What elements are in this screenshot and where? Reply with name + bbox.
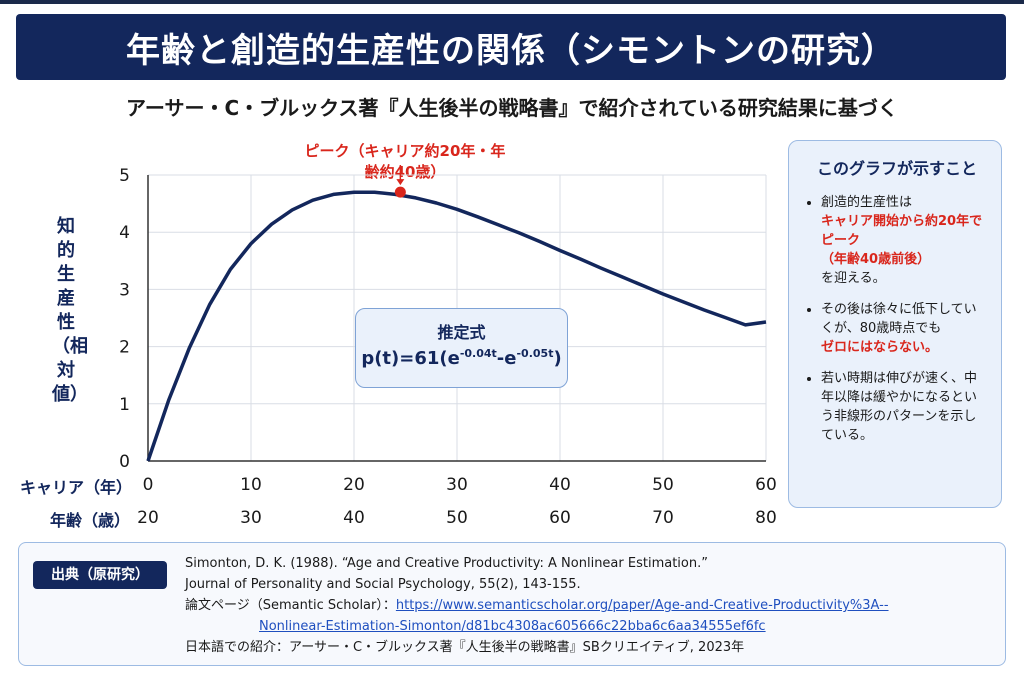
- peak-point: [394, 186, 406, 198]
- x-tick-label-career: 30: [446, 475, 468, 495]
- x-tick-label-age: 40: [343, 508, 365, 528]
- x-tick-label-age: 30: [240, 508, 262, 528]
- formula-box: 推定式 p(t)=61(e-0.04t-e-0.05t): [355, 308, 568, 388]
- y-tick-label: 3: [119, 280, 130, 300]
- source-citation-1: Simonton, D. K. (1988). “Age and Creativ…: [185, 556, 708, 571]
- insight-3-text: 若い時期は伸びが速く、中年以降は緩やかになるという非線形のパターンを示している。: [821, 371, 978, 443]
- source-text: Simonton, D. K. (1988). “Age and Creativ…: [185, 553, 995, 658]
- insight-1-red2: （年齢40歳前後）: [821, 252, 931, 267]
- title-banner: 年齢と創造的生産性の関係（シモントンの研究）: [16, 14, 1006, 80]
- x-tick-label-career: 20: [343, 475, 365, 495]
- x-tick-label-career: 50: [652, 475, 674, 495]
- x-axis-label-age: 年齢（歳）: [50, 511, 131, 530]
- peak-arrow-head: [396, 179, 405, 186]
- source-panel: 出典（原研究） Simonton, D. K. (1988). “Age and…: [18, 542, 1006, 666]
- source-url-row-2: Nonlinear-Estimation-Simonton/d81bc4308a…: [185, 616, 995, 637]
- formula-mid: -e: [496, 348, 517, 369]
- insight-panel: このグラフが示すこと 創造的生産性は キャリア開始から約20年でピーク （年齢4…: [788, 140, 1002, 508]
- insight-2-pre: その後は徐々に低下していくが、80歳時点でも: [821, 302, 977, 336]
- y-tick-label: 4: [119, 223, 130, 243]
- source-badge: 出典（原研究）: [33, 561, 167, 589]
- x-tick-label-career: 0: [143, 475, 154, 495]
- insight-1-red1: キャリア開始から約20年でピーク: [821, 214, 983, 248]
- formula-exp1: -0.04t: [459, 347, 497, 360]
- formula-exp2: -0.05t: [516, 347, 554, 360]
- y-tick-label: 1: [119, 395, 130, 415]
- formula-expression: p(t)=61(e-0.04t-e-0.05t): [356, 347, 567, 369]
- x-tick-label-age: 50: [446, 508, 468, 528]
- x-tick-label-career: 60: [755, 475, 777, 495]
- insight-item-2: その後は徐々に低下していくが、80歳時点でも ゼロにはならない。: [821, 300, 987, 357]
- y-tick-label: 0: [119, 452, 130, 472]
- insight-1-post: を迎える。: [821, 271, 886, 286]
- subtitle: アーサー・C・ブルックス著『人生後半の戦略書』で紹介されている研究結果に基づく: [126, 96, 898, 120]
- x-tick-label-age: 70: [652, 508, 674, 528]
- y-axis-label: 知的生産性（相対値）: [52, 216, 88, 405]
- source-japanese-intro: 日本語での紹介：アーサー・C・ブルックス著『人生後半の戦略書』SBクリエイティブ…: [185, 640, 745, 655]
- insight-title: このグラフが示すこと: [816, 159, 977, 178]
- y-tick-label: 2: [119, 338, 130, 358]
- x-tick-label-age: 20: [137, 508, 159, 528]
- source-page-label: 論文ページ（Semantic Scholar）：: [185, 598, 396, 613]
- formula-suffix: ): [553, 348, 562, 369]
- formula-title: 推定式: [437, 323, 486, 342]
- peak-label: ピーク（キャリア約20年・年齢約40歳）: [304, 142, 506, 181]
- insight-1-pre: 創造的生産性は: [821, 195, 913, 210]
- source-url-link[interactable]: https://www.semanticscholar.org/paper/Ag…: [395, 598, 889, 613]
- x-tick-label-career: 10: [240, 475, 262, 495]
- top-rule: [0, 0, 1024, 4]
- x-tick-label-age: 80: [755, 508, 777, 528]
- source-citation-2: Journal of Personality and Social Psycho…: [185, 577, 581, 592]
- source-url-link-continued[interactable]: Nonlinear-Estimation-Simonton/d81bc4308a…: [259, 619, 766, 634]
- page-title: 年齢と創造的生産性の関係（シモントンの研究）: [126, 30, 896, 71]
- x-axis-label-career: キャリア（年）: [20, 478, 133, 497]
- y-tick-label: 5: [119, 166, 130, 186]
- insight-item-1: 創造的生産性は キャリア開始から約20年でピーク （年齢40歳前後） を迎える。: [821, 193, 987, 288]
- source-page-row: 論文ページ（Semantic Scholar）：https://www.sema…: [185, 595, 995, 616]
- x-tick-label-career: 40: [549, 475, 571, 495]
- insight-list: 創造的生産性は キャリア開始から約20年でピーク （年齢40歳前後） を迎える。…: [807, 193, 987, 445]
- formula-prefix: p(t)=61(e: [361, 348, 460, 369]
- insight-2-red: ゼロにはならない。: [821, 340, 939, 355]
- x-tick-label-age: 60: [549, 508, 571, 528]
- insight-item-3: 若い時期は伸びが速く、中年以降は緩やかになるという非線形のパターンを示している。: [821, 369, 987, 445]
- series-line: [146, 190, 767, 462]
